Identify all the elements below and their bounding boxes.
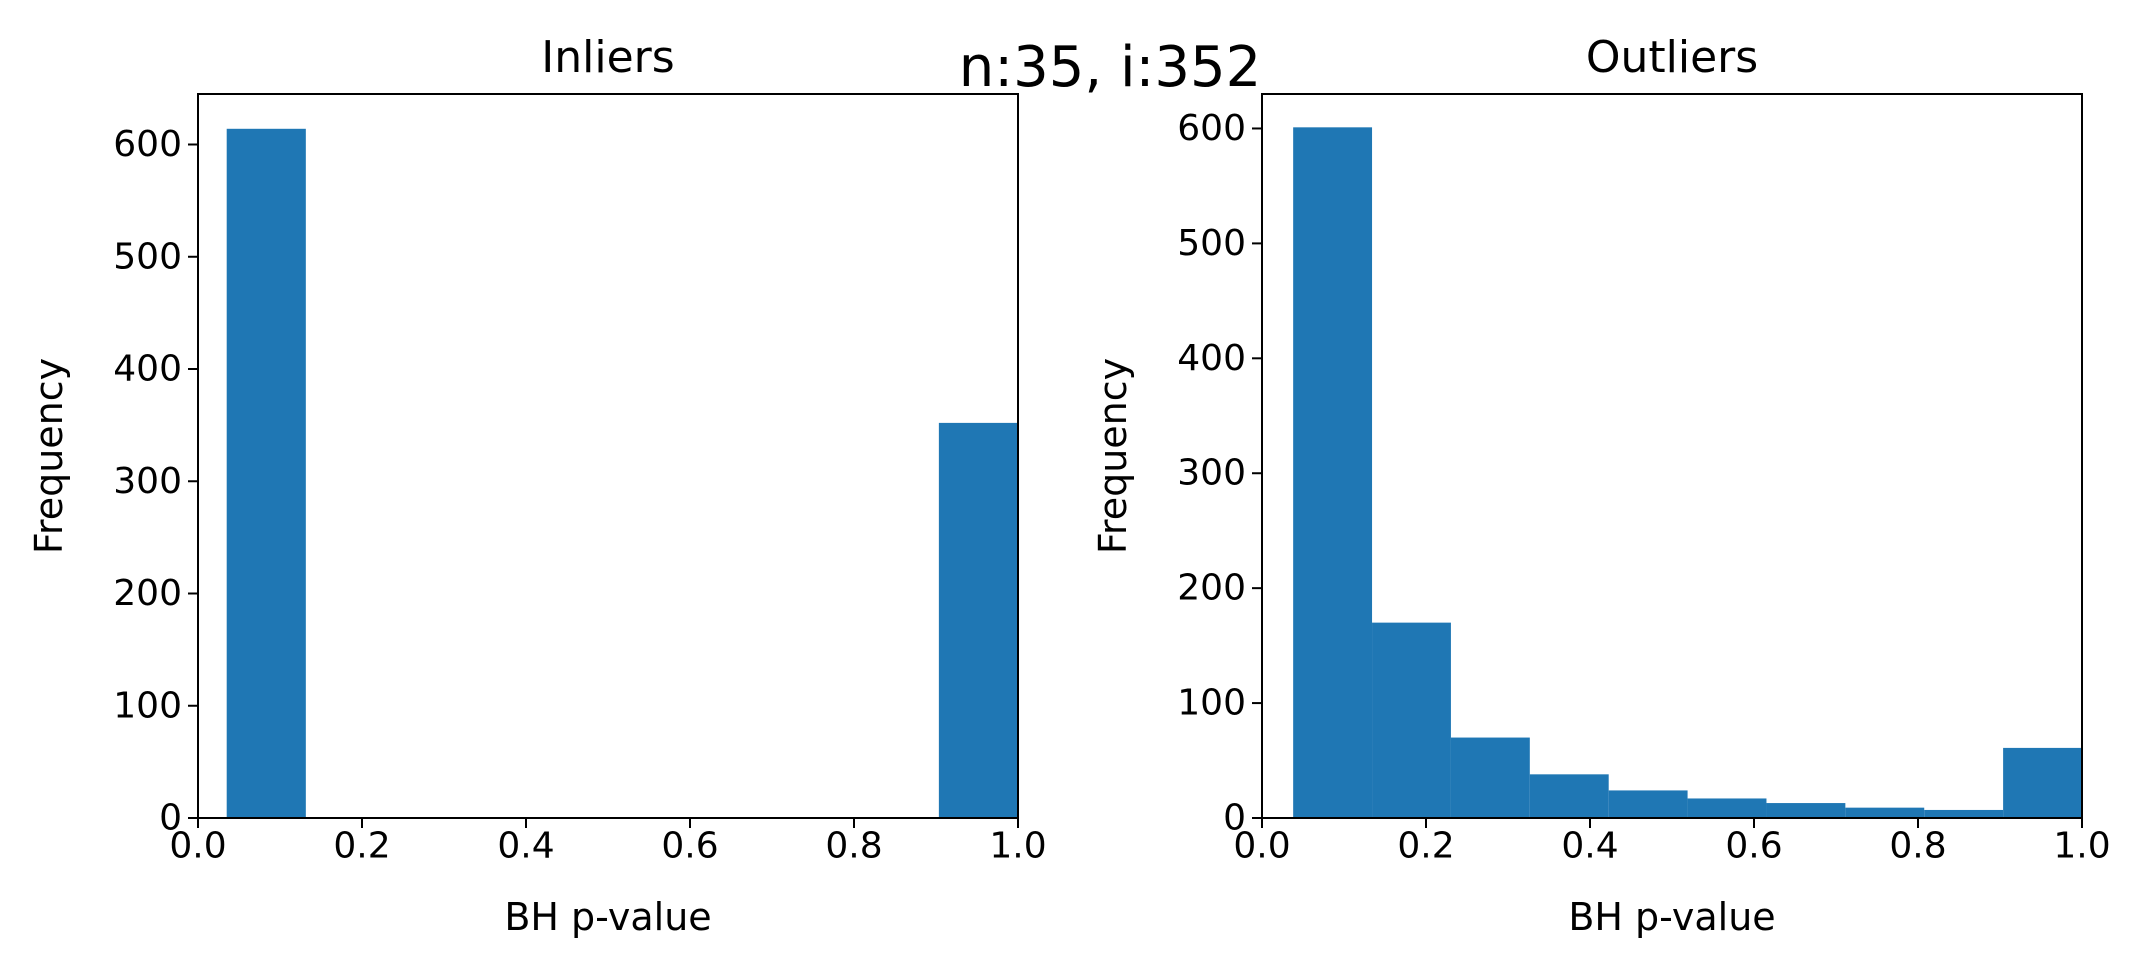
panel-2-xtick-label-1: 0.0 [1233, 826, 1290, 867]
panel-1-ytick-label-3: 200 [113, 573, 182, 614]
panel-2-ytick-label-2: 100 [1177, 683, 1246, 724]
panel-2-xlabel: BH p-value [1568, 895, 1775, 939]
panel-1-xtick-label-3: 0.4 [497, 826, 554, 867]
panel-1-ytick-label-1: 0 [159, 798, 182, 839]
panel-1-ylabel: Frequency [27, 358, 71, 554]
panel-1-xtick-label-5: 0.8 [825, 826, 882, 867]
panel-1-ytick-label-6: 500 [113, 236, 182, 277]
panel-1-xlabel: BH p-value [504, 895, 711, 939]
panel-2-bar-9 [1924, 809, 2004, 818]
panel-1-ytick-label-7: 600 [113, 124, 182, 165]
panel-2-bar-1 [1293, 127, 1373, 819]
figure-suptitle: n:35, i:352 [958, 35, 1262, 100]
panel-2-bar-2 [1372, 622, 1451, 818]
panel-2-xtick-label-4: 0.6 [1725, 826, 1782, 867]
panel-2-axes-frame [1261, 93, 2083, 819]
panel-1-bar-1 [226, 128, 306, 819]
panel-1-xtick-label-6: 1.0 [989, 826, 1046, 867]
panel-1-title: Inliers [541, 32, 674, 83]
panel-1-xtick-label-4: 0.6 [661, 826, 718, 867]
panel-2-bar-5 [1608, 790, 1688, 818]
panel-2-title: Outliers [1586, 32, 1758, 83]
panel-2-bar-6 [1687, 798, 1767, 818]
panel-2-xtick-label-6: 1.0 [2053, 826, 2110, 867]
panel-2-ytick-label-7: 600 [1177, 108, 1246, 149]
panel-2-xtick-label-5: 0.8 [1889, 826, 1946, 867]
panel-1-bar-10 [938, 422, 1018, 818]
panel-2-bar-4 [1529, 774, 1609, 818]
panel-2-xtick-label-3: 0.4 [1561, 826, 1618, 867]
panel-2-ytick-label-1: 0 [1223, 798, 1246, 839]
panel-2-bar-10 [2003, 747, 2082, 818]
panel-2-xtick-label-2: 0.2 [1397, 826, 1454, 867]
panel-2-ytick-label-5: 400 [1177, 338, 1246, 379]
panel-1-ytick-label-4: 300 [113, 461, 182, 502]
panel-2-bar-8 [1845, 807, 1925, 818]
panel-1-axes-frame [197, 93, 1019, 819]
panel-2-bar-3 [1450, 737, 1530, 818]
panel-2-ytick-label-6: 500 [1177, 223, 1246, 264]
panel-2-ylabel: Frequency [1091, 358, 1135, 554]
panel-2-ytick-label-4: 300 [1177, 453, 1246, 494]
panel-1-xtick-label-2: 0.2 [333, 826, 390, 867]
panel-1-ytick-label-2: 100 [113, 685, 182, 726]
panel-1-xtick-label-1: 0.0 [169, 826, 226, 867]
panel-1-ytick-label-5: 400 [113, 349, 182, 390]
panel-2-bar-7 [1766, 803, 1846, 818]
panel-2-ytick-label-3: 200 [1177, 568, 1246, 609]
